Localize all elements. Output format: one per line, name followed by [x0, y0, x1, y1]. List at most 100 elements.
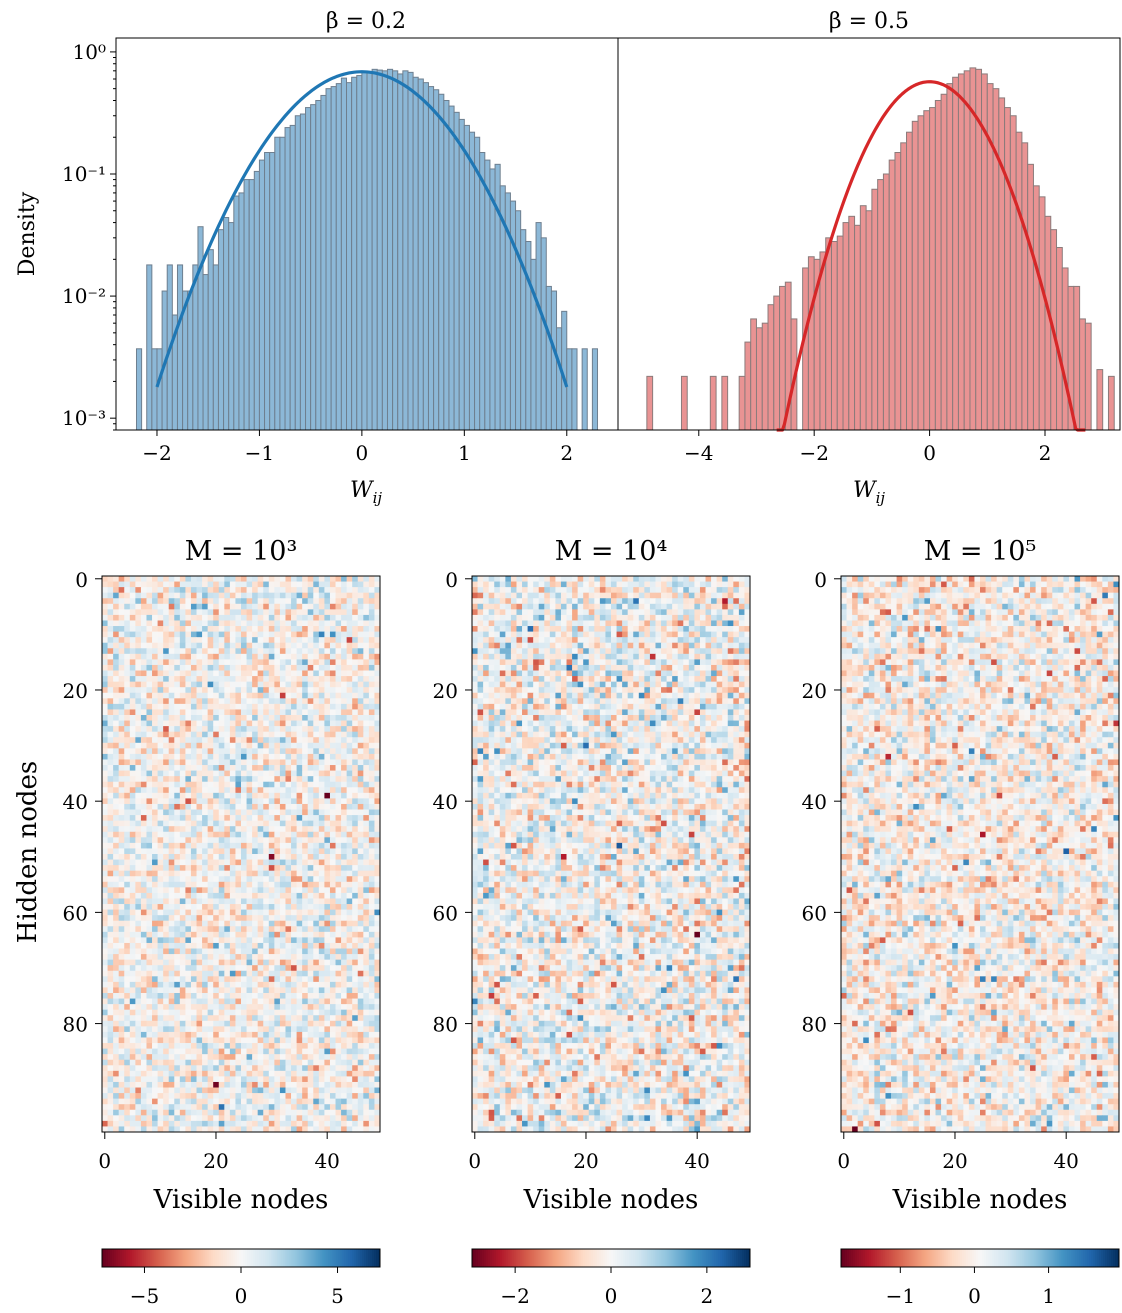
heatmap-cell [352, 881, 359, 888]
heatmap-cell [196, 787, 203, 794]
heatmap-cell [279, 709, 286, 716]
heatmap-cell [285, 998, 292, 1005]
heatmap-cell [285, 798, 292, 805]
heatmap-cell [285, 576, 292, 582]
heatmap-cell [274, 653, 281, 660]
heatmap-cell [291, 931, 297, 938]
heatmap-cell [285, 837, 292, 844]
heatmap-cell [341, 787, 348, 794]
heatmap-cell [241, 820, 247, 827]
heatmap-cell [279, 1031, 286, 1038]
heatmap-cell [174, 954, 181, 961]
heatmap-cell [302, 781, 309, 788]
heatmap-cell [374, 1043, 381, 1049]
heatmap-cell [207, 798, 214, 805]
heatmap-cell [174, 1004, 181, 1011]
heatmap-cell [152, 870, 158, 877]
heatmap-cell [363, 637, 370, 644]
heatmap-cell [263, 1015, 270, 1022]
heatmap-cell [124, 781, 131, 788]
heatmap-cell [263, 993, 270, 999]
heatmap-cell [346, 614, 353, 621]
heatmap-cell [329, 637, 336, 644]
heatmap-cell [279, 870, 286, 877]
heatmap-cell [374, 659, 381, 666]
heatmap-cell [335, 976, 342, 983]
heatmap-cell [185, 854, 192, 860]
heatmap-cell [207, 753, 214, 760]
heatmap-cell [202, 920, 209, 927]
heatmap-cell [168, 620, 175, 627]
heatmap-cell [229, 1093, 236, 1100]
heatmap-cell [285, 909, 292, 916]
heatmap-cell [357, 609, 364, 616]
x-tick-label: 0 [356, 441, 369, 465]
heatmap-cell [146, 1070, 153, 1077]
heatmap-cell [341, 748, 348, 755]
heatmap-cell [252, 1004, 259, 1011]
heatmap-cell [307, 614, 314, 621]
heatmap-cell [224, 737, 231, 744]
heatmap-cell [329, 1054, 336, 1061]
heatmap-cell [291, 687, 297, 694]
heatmap-cell [168, 770, 175, 777]
heatmap-cell [329, 620, 336, 627]
heatmap-cell [352, 820, 359, 827]
heatmap-cell [368, 1043, 375, 1049]
heatmap-cell [168, 748, 175, 755]
heatmap-cell [279, 759, 286, 766]
heatmap-cell [285, 1037, 292, 1044]
heatmap-cell [157, 904, 164, 910]
heatmap-cell [113, 626, 120, 632]
heatmap-cell [346, 870, 353, 877]
heatmap-cell [107, 1093, 114, 1100]
heatmap-cell [241, 731, 247, 738]
heatmap-cell [363, 715, 370, 721]
heatmap-cell [168, 848, 175, 855]
heatmap-cell [146, 1043, 153, 1049]
heatmap-cell [140, 1098, 147, 1105]
hist-bar [438, 93, 445, 431]
heatmap-cell [218, 742, 225, 749]
heatmap-cell [202, 792, 209, 799]
heatmap-cell [235, 670, 242, 677]
heatmap-cell [163, 837, 170, 844]
heatmap-cell [179, 920, 186, 927]
heatmap-cell [140, 942, 147, 949]
heatmap-cell [368, 1087, 375, 1094]
heatmap-cell [263, 1020, 270, 1027]
heatmap-cell [263, 904, 270, 910]
heatmap-cell [268, 659, 275, 666]
heatmap-cell [252, 576, 259, 582]
heatmap-cell [168, 781, 175, 788]
heatmap-cell [152, 759, 158, 766]
heatmap-cell [124, 603, 131, 610]
heatmap-cell [179, 904, 186, 910]
heatmap-cell [196, 715, 203, 721]
heatmap-cell [207, 787, 214, 794]
heatmap-cell [152, 926, 158, 933]
heatmap-cell [291, 926, 297, 933]
heatmap-cell [235, 998, 242, 1005]
heatmap-cell [190, 842, 197, 849]
heatmap-cell [352, 998, 359, 1005]
heatmap-cell [179, 948, 186, 955]
heatmap-cell [107, 781, 114, 788]
heatmap-cell [202, 898, 209, 905]
heatmap-cell [346, 1070, 353, 1077]
heatmap-cell [113, 681, 120, 688]
heatmap-cell [146, 692, 153, 699]
heatmap-cell [302, 676, 309, 683]
heatmap-cell [202, 664, 209, 671]
heatmap-cell [296, 614, 303, 621]
heatmap-cell [374, 831, 381, 838]
heatmap-cell [279, 642, 286, 649]
heatmap-cell [291, 581, 297, 588]
heatmap-cell [157, 865, 164, 872]
heatmap-cell [185, 1026, 192, 1033]
heatmap-cell [302, 1093, 309, 1100]
heatmap-cell [374, 1076, 381, 1083]
heatmap-cell [168, 676, 175, 683]
heatmap-cell [118, 1054, 125, 1061]
heatmap-cell [163, 1048, 170, 1055]
